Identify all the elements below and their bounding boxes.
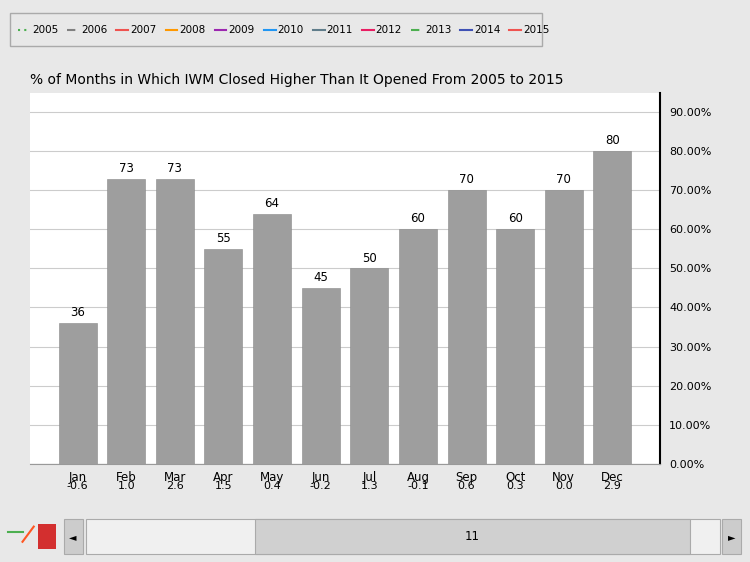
Bar bbox=[350, 269, 388, 464]
Bar bbox=[107, 179, 146, 464]
Bar bbox=[593, 151, 632, 464]
Text: 45: 45 bbox=[314, 271, 328, 284]
Text: 60: 60 bbox=[410, 212, 425, 225]
Text: 2012: 2012 bbox=[376, 25, 402, 34]
Text: 1.3: 1.3 bbox=[361, 481, 378, 491]
Text: 2013: 2013 bbox=[424, 25, 451, 34]
Bar bbox=[156, 179, 194, 464]
Text: 70: 70 bbox=[459, 174, 474, 187]
Text: 50: 50 bbox=[362, 252, 376, 265]
Text: 73: 73 bbox=[118, 162, 134, 175]
Text: 70: 70 bbox=[556, 174, 572, 187]
Bar bbox=[496, 229, 534, 464]
Text: 11: 11 bbox=[465, 530, 480, 543]
Text: ►: ► bbox=[728, 532, 736, 542]
Bar bbox=[399, 229, 437, 464]
Text: 2011: 2011 bbox=[326, 25, 353, 34]
Text: 64: 64 bbox=[265, 197, 280, 210]
Text: 2005: 2005 bbox=[32, 25, 58, 34]
FancyBboxPatch shape bbox=[10, 13, 542, 46]
Bar bbox=[38, 524, 56, 550]
Text: 36: 36 bbox=[70, 306, 85, 319]
Text: 2010: 2010 bbox=[278, 25, 304, 34]
Text: 55: 55 bbox=[216, 232, 231, 245]
Bar bbox=[448, 191, 485, 464]
Text: 0.6: 0.6 bbox=[458, 481, 476, 491]
Text: 60: 60 bbox=[508, 212, 523, 225]
Text: 2014: 2014 bbox=[474, 25, 500, 34]
Text: 2007: 2007 bbox=[130, 25, 157, 34]
Text: 0.4: 0.4 bbox=[263, 481, 281, 491]
FancyBboxPatch shape bbox=[722, 519, 741, 554]
Text: 73: 73 bbox=[167, 162, 182, 175]
Text: 2006: 2006 bbox=[81, 25, 107, 34]
Bar bbox=[58, 323, 97, 464]
Text: 1.5: 1.5 bbox=[214, 481, 232, 491]
Text: 2008: 2008 bbox=[179, 25, 206, 34]
Text: % of Months in Which IWM Closed Higher Than It Opened From 2005 to 2015: % of Months in Which IWM Closed Higher T… bbox=[30, 73, 563, 87]
Text: 1.0: 1.0 bbox=[118, 481, 135, 491]
Text: 2015: 2015 bbox=[523, 25, 549, 34]
Text: 0.0: 0.0 bbox=[555, 481, 572, 491]
Text: ◄: ◄ bbox=[69, 532, 76, 542]
Text: 2.6: 2.6 bbox=[166, 481, 184, 491]
Text: -0.6: -0.6 bbox=[67, 481, 88, 491]
Bar bbox=[253, 214, 291, 464]
Text: -0.2: -0.2 bbox=[310, 481, 332, 491]
FancyBboxPatch shape bbox=[86, 519, 720, 554]
Text: 2.9: 2.9 bbox=[604, 481, 621, 491]
Text: 80: 80 bbox=[605, 134, 619, 147]
Text: 2009: 2009 bbox=[229, 25, 255, 34]
Text: 0.3: 0.3 bbox=[506, 481, 524, 491]
Text: -0.1: -0.1 bbox=[407, 481, 429, 491]
FancyBboxPatch shape bbox=[255, 519, 690, 554]
Bar bbox=[302, 288, 340, 464]
FancyBboxPatch shape bbox=[64, 519, 82, 554]
Bar bbox=[544, 191, 583, 464]
Bar bbox=[205, 249, 242, 464]
